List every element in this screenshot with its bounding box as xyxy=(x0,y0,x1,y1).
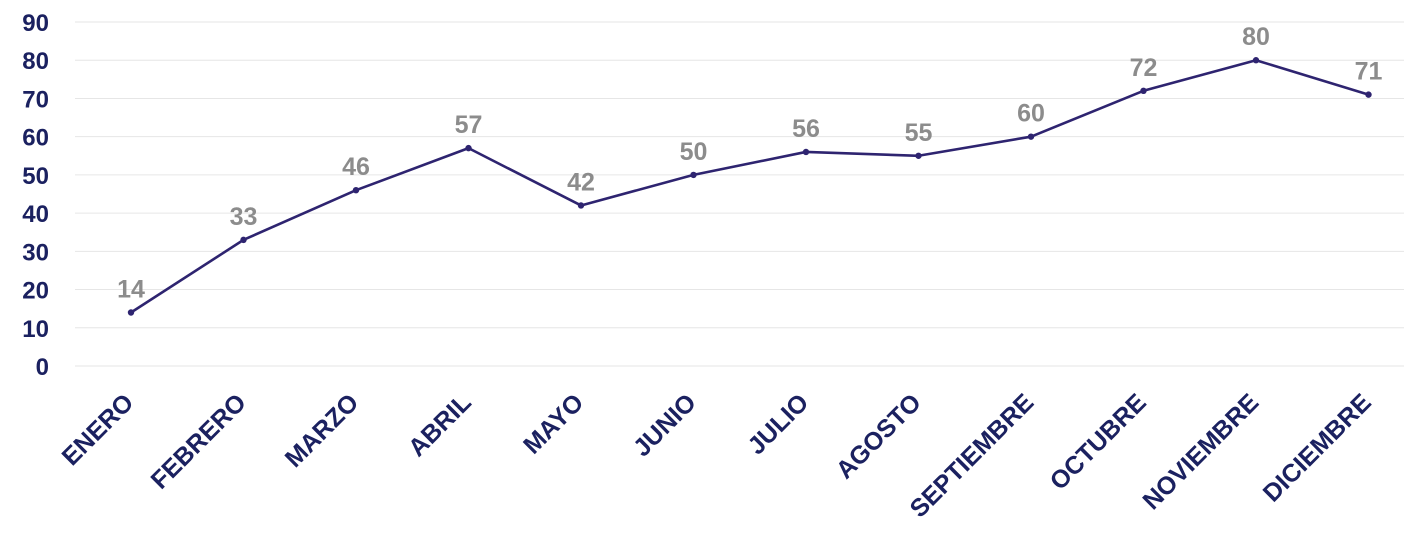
y-tick-label: 50 xyxy=(22,163,49,190)
y-axis: 0 10 20 30 40 50 60 70 80 90 xyxy=(22,10,49,381)
x-tick-label: OCTUBRE xyxy=(1045,388,1152,495)
data-point xyxy=(690,171,697,179)
data-point xyxy=(1027,133,1035,140)
data-point xyxy=(915,152,922,159)
y-tick-label: 80 xyxy=(22,48,49,75)
data-point xyxy=(1365,91,1372,98)
y-tick-label: 40 xyxy=(22,201,49,228)
data-label: 42 xyxy=(567,168,595,196)
data-label: 80 xyxy=(1242,23,1270,51)
y-tick-label: 10 xyxy=(22,316,49,343)
series-line xyxy=(130,58,1369,314)
x-tick-label: JUNIO xyxy=(628,388,702,462)
data-point xyxy=(802,148,810,156)
data-label: 33 xyxy=(230,203,258,231)
data-label: 72 xyxy=(1130,54,1158,82)
x-tick-label: JULIO xyxy=(742,388,814,460)
y-tick-label: 30 xyxy=(22,239,49,266)
data-label: 14 xyxy=(117,275,145,303)
data-point xyxy=(240,236,247,244)
grid-layer xyxy=(75,21,1404,367)
data-point xyxy=(577,202,585,209)
x-tick-label: ABRIL xyxy=(403,388,477,462)
data-label: 71 xyxy=(1355,58,1383,86)
x-tick-label: NOVIEMBRE xyxy=(1137,388,1264,515)
y-tick-label: 70 xyxy=(22,86,49,113)
x-tick-label: MAYO xyxy=(518,388,589,459)
data-label: 60 xyxy=(1017,100,1045,128)
data-label: 56 xyxy=(792,115,820,143)
data-label: 55 xyxy=(905,119,933,147)
x-tick-label: AGOSTO xyxy=(831,388,927,484)
data-point xyxy=(352,186,360,194)
data-point xyxy=(465,144,472,152)
data-labels: 14 33 46 57 42 50 56 55 60 72 80 71 xyxy=(117,23,1382,303)
x-tick-label: DICIEMBRE xyxy=(1258,388,1377,507)
data-point xyxy=(1252,57,1260,64)
y-tick-label: 60 xyxy=(22,125,49,152)
data-label: 57 xyxy=(455,111,483,139)
y-tick-label: 0 xyxy=(36,354,49,381)
y-tick-label: 90 xyxy=(22,10,49,37)
y-tick-label: 20 xyxy=(22,278,49,305)
x-tick-label: MARZO xyxy=(280,388,365,473)
x-tick-label: ENERO xyxy=(57,388,140,471)
x-tick-label: FEBRERO xyxy=(146,388,252,494)
data-label: 46 xyxy=(342,153,370,181)
data-point xyxy=(1140,87,1147,95)
series-layer xyxy=(127,57,1372,316)
data-label: 50 xyxy=(680,138,708,166)
x-axis: ENERO FEBRERO MARZO ABRIL MAYO JUNIO JULIO AGOS… xyxy=(57,388,1377,523)
data-point xyxy=(127,309,135,316)
